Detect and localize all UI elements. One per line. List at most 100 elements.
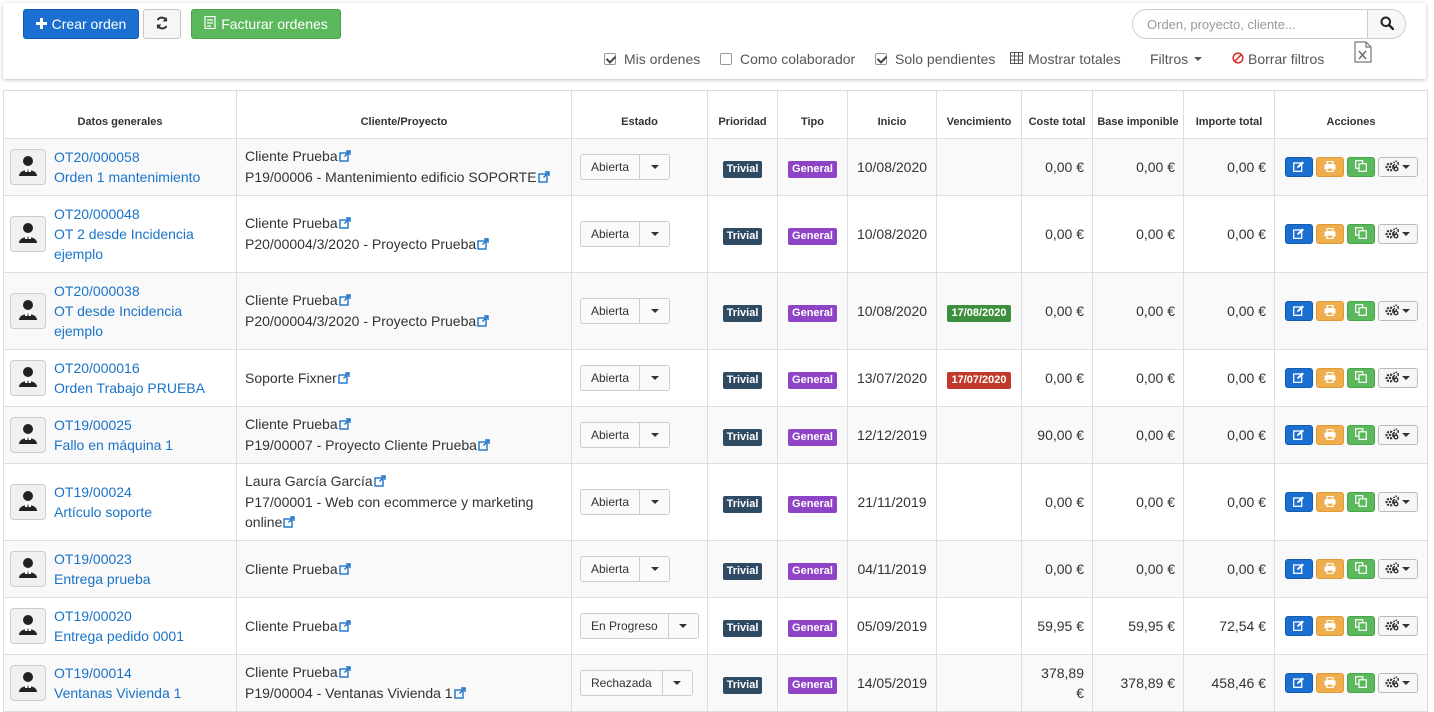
- filter-como-colaborador[interactable]: Como colaborador: [720, 49, 855, 69]
- order-name-link[interactable]: Entrega prueba: [54, 571, 151, 587]
- status-caret[interactable]: [640, 490, 670, 514]
- project-link[interactable]: P19/00007 - Proyecto Cliente Prueba: [245, 437, 477, 453]
- duplicate-button[interactable]: [1346, 673, 1375, 693]
- external-link-icon[interactable]: [478, 436, 490, 456]
- project-link[interactable]: P20/00004/3/2020 - Proyecto Prueba: [245, 313, 477, 329]
- external-link-icon[interactable]: [338, 214, 351, 234]
- edit-button[interactable]: [1284, 492, 1313, 512]
- clear-filters-button[interactable]: Borrar filtros: [1232, 49, 1324, 69]
- edit-button[interactable]: [1284, 559, 1313, 579]
- order-name-link[interactable]: Ventanas Vivienda 1: [54, 685, 182, 701]
- external-link-icon[interactable]: [477, 312, 489, 332]
- show-totals-button[interactable]: Mostrar totales: [1010, 49, 1121, 69]
- search-button[interactable]: [1367, 10, 1405, 38]
- external-link-icon[interactable]: [338, 291, 351, 311]
- duplicate-button[interactable]: [1346, 368, 1375, 388]
- header-vencimiento[interactable]: Vencimiento: [936, 90, 1022, 139]
- status-dropdown[interactable]: Abierta: [580, 221, 671, 247]
- mis-ordenes-checkbox[interactable]: [604, 53, 616, 65]
- solo-pendientes-checkbox[interactable]: [875, 53, 887, 65]
- order-code-link[interactable]: OT19/00025: [54, 417, 132, 433]
- status-caret[interactable]: [640, 366, 670, 390]
- header-estado[interactable]: Estado: [571, 90, 708, 139]
- status-dropdown[interactable]: Abierta: [580, 298, 671, 324]
- status-dropdown[interactable]: Abierta: [580, 365, 671, 391]
- order-code-link[interactable]: OT19/00020: [54, 608, 132, 624]
- refresh-button[interactable]: [143, 9, 181, 39]
- project-link[interactable]: P17/00001 - Web con ecommerce y marketin…: [245, 494, 534, 530]
- project-link[interactable]: P20/00004/3/2020 - Proyecto Prueba: [245, 236, 477, 252]
- order-name-link[interactable]: OT desde Incidencia ejemplo: [54, 303, 183, 339]
- duplicate-button[interactable]: [1346, 559, 1375, 579]
- header-prioridad[interactable]: Prioridad: [707, 90, 778, 139]
- print-button[interactable]: [1315, 492, 1344, 512]
- duplicate-button[interactable]: [1346, 301, 1375, 321]
- print-button[interactable]: [1315, 616, 1344, 636]
- header-tipo[interactable]: Tipo: [777, 90, 848, 139]
- more-actions-button[interactable]: [1377, 492, 1418, 512]
- status-dropdown[interactable]: Abierta: [580, 556, 671, 582]
- order-name-link[interactable]: OT 2 desde Incidencia ejemplo: [54, 226, 194, 262]
- client-link[interactable]: Cliente Prueba: [245, 560, 338, 577]
- status-dropdown[interactable]: Abierta: [580, 422, 671, 448]
- external-link-icon[interactable]: [373, 472, 386, 492]
- external-link-icon[interactable]: [453, 684, 466, 704]
- order-code-link[interactable]: OT20/000048: [54, 206, 140, 222]
- order-code-link[interactable]: OT19/00014: [54, 665, 132, 681]
- order-name-link[interactable]: Orden Trabajo PRUEBA: [54, 380, 205, 396]
- print-button[interactable]: [1315, 559, 1344, 579]
- filter-solo-pendientes[interactable]: Solo pendientes: [875, 49, 995, 69]
- duplicate-button[interactable]: [1346, 224, 1375, 244]
- client-link[interactable]: Soporte Fixner: [245, 369, 337, 386]
- external-link-icon[interactable]: [338, 617, 351, 637]
- duplicate-button[interactable]: [1346, 157, 1375, 177]
- header-coste-total[interactable]: Coste total: [1021, 90, 1093, 139]
- invoice-orders-button[interactable]: Facturar ordenes: [191, 9, 341, 39]
- order-code-link[interactable]: OT20/000038: [54, 283, 140, 299]
- print-button[interactable]: [1315, 673, 1344, 693]
- external-link-icon[interactable]: [338, 415, 351, 435]
- order-name-link[interactable]: Orden 1 mantenimiento: [54, 169, 201, 185]
- status-caret[interactable]: [668, 614, 698, 638]
- order-code-link[interactable]: OT19/00023: [54, 551, 132, 567]
- more-actions-button[interactable]: [1377, 559, 1418, 579]
- header-base-imponible[interactable]: Base imponible: [1092, 90, 1184, 139]
- more-actions-button[interactable]: [1377, 224, 1418, 244]
- filters-dropdown[interactable]: Filtros: [1150, 49, 1203, 69]
- more-actions-button[interactable]: [1377, 301, 1418, 321]
- external-link-icon[interactable]: [338, 663, 351, 683]
- print-button[interactable]: [1315, 157, 1344, 177]
- edit-button[interactable]: [1284, 157, 1313, 177]
- order-code-link[interactable]: OT20/000058: [54, 149, 140, 165]
- status-dropdown[interactable]: Rechazada: [580, 670, 693, 696]
- duplicate-button[interactable]: [1346, 492, 1375, 512]
- status-caret[interactable]: [640, 222, 670, 246]
- status-caret[interactable]: [662, 671, 692, 695]
- client-link[interactable]: Cliente Prueba: [245, 617, 338, 634]
- edit-button[interactable]: [1284, 673, 1313, 693]
- status-dropdown[interactable]: Abierta: [580, 489, 671, 515]
- external-link-icon[interactable]: [283, 513, 296, 533]
- order-code-link[interactable]: OT19/00024: [54, 484, 132, 500]
- create-order-button[interactable]: Crear orden: [23, 9, 139, 39]
- order-name-link[interactable]: Fallo en máquina 1: [54, 437, 174, 453]
- project-link[interactable]: P19/00004 - Ventanas Vivienda 1: [245, 685, 453, 701]
- client-link[interactable]: Laura García García: [245, 473, 373, 489]
- print-button[interactable]: [1315, 368, 1344, 388]
- edit-button[interactable]: [1284, 301, 1313, 321]
- search-input[interactable]: [1133, 10, 1367, 38]
- header-datos-generales[interactable]: Datos generales: [3, 90, 237, 139]
- print-button[interactable]: [1315, 224, 1344, 244]
- external-link-icon[interactable]: [338, 560, 351, 580]
- order-code-link[interactable]: OT20/000016: [54, 360, 140, 376]
- filter-mis-ordenes[interactable]: Mis ordenes: [604, 49, 700, 69]
- status-caret[interactable]: [640, 423, 670, 447]
- client-link[interactable]: Cliente Prueba: [245, 416, 338, 432]
- edit-button[interactable]: [1284, 224, 1313, 244]
- status-caret[interactable]: [640, 557, 670, 581]
- client-link[interactable]: Cliente Prueba: [245, 292, 338, 308]
- more-actions-button[interactable]: [1377, 157, 1418, 177]
- duplicate-button[interactable]: [1346, 425, 1375, 445]
- edit-button[interactable]: [1284, 425, 1313, 445]
- order-name-link[interactable]: Artículo soporte: [54, 504, 153, 520]
